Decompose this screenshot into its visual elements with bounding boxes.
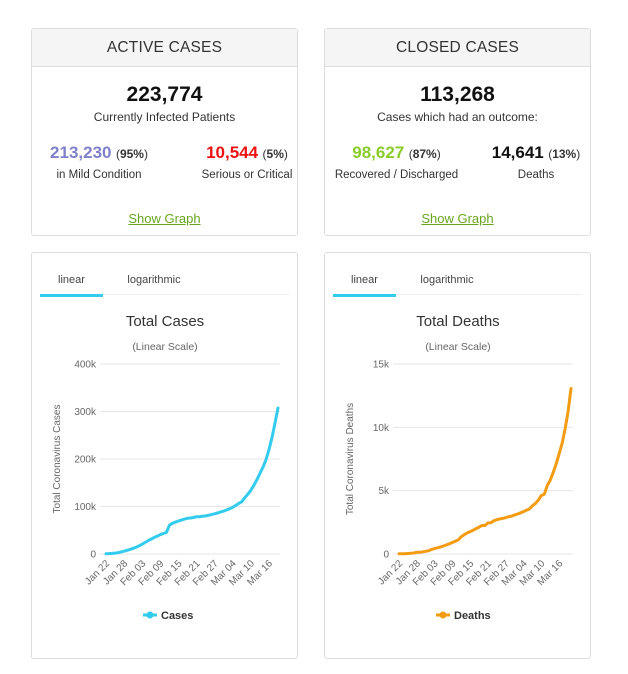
- cases-chart-title: Total Cases: [126, 313, 204, 330]
- cases-y-tick-label: 200k: [74, 455, 97, 466]
- deaths-y-tick-label: 15k: [373, 360, 390, 371]
- active-cases-card: ACTIVE CASES 223,774 Currently Infected …: [31, 28, 298, 236]
- closed-total: 113,268: [420, 83, 495, 106]
- active-total: 223,774: [126, 83, 203, 106]
- closed-total-label: Cases which had an outcome:: [377, 110, 538, 124]
- deaths-y-tick-label: 5k: [378, 486, 390, 497]
- deaths-y-tick-label: 10k: [373, 423, 390, 434]
- mild-label: in Mild Condition: [56, 169, 142, 181]
- cases-scale-tabs: linear logarithmic: [40, 265, 289, 297]
- cases-y-tick-label: 0: [90, 550, 96, 561]
- tab-deaths-linear[interactable]: linear: [333, 265, 396, 297]
- tab-cases-logarithmic[interactable]: logarithmic: [127, 274, 181, 286]
- cases-y-tick-label: 100k: [74, 502, 97, 513]
- deaths-y-tick-label: 0: [383, 550, 389, 561]
- deaths-percent: (13%): [548, 147, 581, 161]
- mild-stat: 213,230 (95%) in Mild Condition: [38, 143, 160, 181]
- cases-y-tick-label: 400k: [74, 360, 97, 371]
- cases-legend-marker: [146, 611, 154, 619]
- recovered-stat: 98,627 (87%) Recovered / Discharged: [329, 143, 464, 181]
- deaths-legend-marker: [439, 611, 447, 619]
- mild-percent: (95%): [115, 147, 148, 161]
- closed-cases-card: CLOSED CASES 113,268 Cases which had an …: [324, 28, 591, 236]
- cases-y-axis-label: Total Coronavirus Cases: [52, 405, 63, 514]
- total-cases-chart-card: linear logarithmic Total Cases (Linear Sc…: [31, 252, 298, 659]
- recovered-label: Recovered / Discharged: [334, 169, 459, 181]
- closed-show-graph-link[interactable]: Show Graph: [421, 211, 494, 226]
- mild-count: 213,230: [50, 143, 112, 162]
- total-cases-chart: Total Cases (Linear Scale) Total Coronavir…: [52, 313, 280, 622]
- active-show-graph-link[interactable]: Show Graph: [128, 211, 201, 226]
- recovered-percent: (87%): [408, 147, 441, 161]
- serious-label: Serious or Critical: [201, 169, 293, 181]
- total-deaths-chart-card: linear logarithmic Total Deaths (Linear S…: [324, 252, 591, 659]
- closed-cases-title: CLOSED CASES: [325, 29, 590, 67]
- recovered-count: 98,627: [352, 143, 405, 162]
- deaths-series-line: [397, 387, 573, 556]
- deaths-y-axis-label: Total Coronavirus Deaths: [345, 403, 356, 515]
- tab-deaths-logarithmic[interactable]: logarithmic: [420, 274, 474, 286]
- cases-series-line: [104, 406, 280, 556]
- deaths-chart-title: Total Deaths: [416, 313, 499, 330]
- serious-count: 10,544: [206, 143, 259, 162]
- active-cases-title: ACTIVE CASES: [32, 29, 297, 67]
- active-total-label: Currently Infected Patients: [93, 110, 236, 124]
- serious-stat: 10,544 (5%) Serious or Critical: [187, 143, 307, 181]
- deaths-scale-tabs: linear logarithmic: [333, 265, 582, 297]
- serious-percent: (5%): [262, 147, 288, 161]
- total-deaths-chart: Total Deaths (Linear Scale) Total Coronavi…: [345, 313, 573, 622]
- cases-legend-label: Cases: [161, 610, 193, 622]
- deaths-legend-label: Deaths: [454, 610, 491, 622]
- cases-y-tick-label: 300k: [74, 407, 97, 418]
- tab-cases-linear[interactable]: linear: [40, 265, 103, 297]
- deaths-stat: 14,641 (13%) Deaths: [485, 143, 587, 181]
- deaths-chart-subtitle: (Linear Scale): [425, 341, 490, 353]
- deaths-count: 14,641: [491, 143, 544, 162]
- cases-chart-subtitle: (Linear Scale): [132, 341, 197, 353]
- cases-legend: Cases: [143, 610, 193, 622]
- deaths-legend: Deaths: [436, 610, 491, 622]
- deaths-label: Deaths: [517, 169, 555, 181]
